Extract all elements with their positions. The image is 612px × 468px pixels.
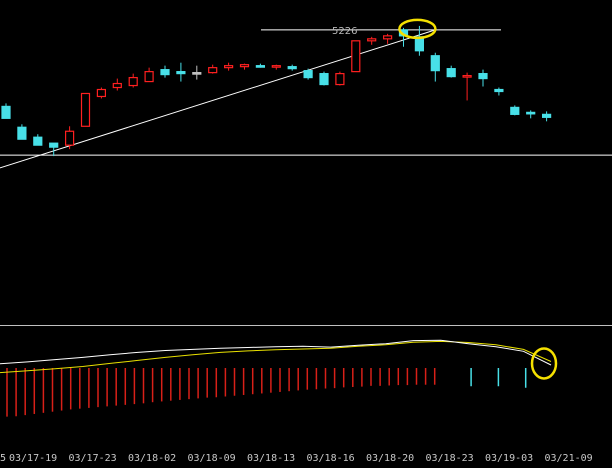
- x-tick-label: 03/19-03: [485, 453, 533, 464]
- candle-body: [383, 35, 393, 40]
- x-tick-label: 03/17-19: [9, 453, 57, 464]
- candle-body: [335, 73, 345, 86]
- annotation-ellipse: [398, 18, 437, 40]
- candle-body: [17, 126, 27, 140]
- candle-body: [462, 74, 472, 78]
- candle-body: [49, 142, 59, 148]
- x-tick-label: 03/18-09: [188, 453, 236, 464]
- x-tick-label: 03/21-09: [545, 453, 593, 464]
- candle-body: [1, 105, 11, 119]
- annotation-ellipse: [530, 347, 558, 380]
- candle-body: [367, 38, 377, 42]
- x-tick-label: 03/18-02: [128, 453, 176, 464]
- candle-body: [526, 111, 536, 115]
- candle-body: [96, 88, 107, 98]
- candle-body: [144, 71, 154, 83]
- candle-body: [494, 88, 504, 93]
- candle-body: [510, 106, 520, 115]
- candle-body: [271, 65, 281, 68]
- x-tick-label: 03/17-23: [69, 453, 117, 464]
- candle-body: [128, 76, 138, 87]
- candle-body: [112, 82, 122, 89]
- x-tick-label: 03/18-23: [426, 453, 474, 464]
- candle-body: [160, 69, 170, 76]
- x-tick-label: 03/18-20: [366, 453, 414, 464]
- candle-body: [80, 92, 91, 127]
- candle-body: [446, 68, 456, 78]
- candle-body: [255, 65, 265, 68]
- candle-body: [478, 73, 488, 80]
- indicator-panel: [0, 339, 558, 417]
- indicator-line-fast: [0, 339, 552, 366]
- x-tick-label: 03/18-13: [247, 453, 295, 464]
- candle-body: [287, 66, 297, 70]
- candle-body: [64, 130, 75, 146]
- x-tick-label-fragment: 5: [0, 453, 6, 464]
- time-axis: 03/17-19 03/17-23 03/18-02 03/18-09 03/18-13…: [9, 453, 593, 464]
- candle-body: [430, 55, 440, 72]
- trendline: [0, 29, 436, 169]
- price-panel: [0, 18, 612, 326]
- candle-body: [192, 72, 202, 75]
- candle-body: [208, 67, 218, 74]
- candle-body: [224, 65, 234, 69]
- x-tick-label: 03/18-16: [307, 453, 355, 464]
- price-peak-label: 5226: [332, 26, 357, 37]
- candle-body: [176, 71, 186, 75]
- candle-body: [303, 70, 313, 79]
- candle-body: [351, 40, 361, 73]
- candle-body: [541, 113, 552, 118]
- candle-body: [33, 136, 43, 146]
- candle-body: [319, 73, 329, 86]
- candle-body: [239, 64, 250, 68]
